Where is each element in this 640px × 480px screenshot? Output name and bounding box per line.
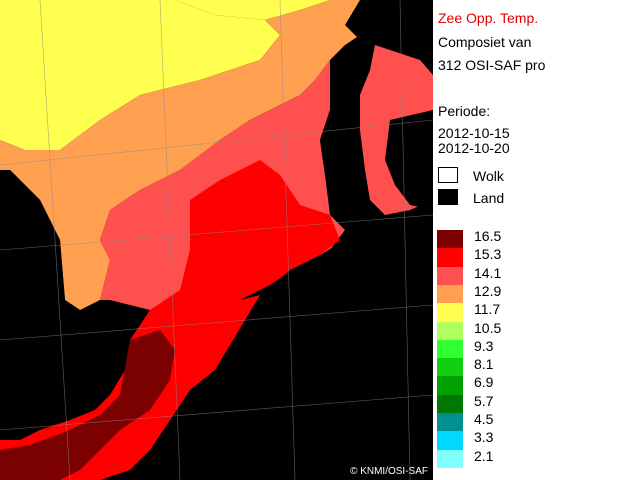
color-scale-cell bbox=[437, 358, 463, 377]
color-scale-label: 8.1 bbox=[474, 356, 494, 373]
color-scale-label: 16.5 bbox=[474, 228, 502, 244]
land-continent bbox=[150, 210, 433, 480]
color-scale bbox=[437, 230, 463, 469]
color-scale-cell bbox=[437, 248, 463, 268]
title-line-3: 312 OSI-SAF pro bbox=[438, 57, 546, 73]
land-denmark bbox=[320, 35, 375, 230]
color-scale-label: 9.3 bbox=[474, 337, 494, 354]
color-scale-cell bbox=[437, 303, 463, 323]
color-scale-cell bbox=[437, 339, 463, 359]
sst-zone-yellow bbox=[0, 0, 280, 150]
color-scale-label: 11.7 bbox=[474, 301, 501, 318]
color-scale-label: 4.5 bbox=[474, 411, 494, 428]
color-scale-label: 5.7 bbox=[474, 392, 494, 409]
sea-temperature-map bbox=[0, 0, 433, 480]
title-line-1: Zee Opp. Temp. bbox=[438, 10, 539, 26]
title-line-2: Composiet van bbox=[438, 34, 532, 50]
color-scale-cell bbox=[437, 376, 463, 396]
sst-zone-yellow-top bbox=[175, 0, 330, 20]
color-scale-label: 6.9 bbox=[474, 374, 494, 391]
color-scale-cell bbox=[437, 266, 463, 286]
color-scale-label: 12.9 bbox=[474, 282, 502, 299]
color-scale-cell bbox=[437, 431, 463, 451]
cloud-label: Wolk bbox=[473, 168, 504, 184]
legend-panel: Zee Opp. Temp. Composiet van 312 OSI-SAF… bbox=[433, 0, 640, 480]
color-scale-cell bbox=[437, 321, 463, 341]
land-swatch bbox=[438, 189, 458, 205]
graticule bbox=[0, 0, 433, 480]
land-label: Land bbox=[473, 190, 505, 206]
color-scale-label: 14.1 bbox=[474, 264, 502, 281]
cloud-swatch bbox=[438, 167, 458, 183]
sst-zone-red bbox=[0, 160, 340, 480]
color-scale-label: 10.5 bbox=[474, 319, 502, 336]
color-scale-label: 15.3 bbox=[474, 246, 502, 263]
color-scale-cell bbox=[437, 449, 463, 469]
land-danish-islands bbox=[385, 110, 433, 210]
sst-zone-darkred bbox=[0, 330, 175, 480]
color-scale-label: 3.3 bbox=[474, 429, 494, 446]
land-britain bbox=[0, 170, 125, 440]
copyright: © KNMI/OSI-SAF bbox=[350, 466, 428, 477]
color-scale-label: 2.1 bbox=[474, 447, 494, 464]
color-scale-cell bbox=[437, 394, 463, 414]
period-end: 2012-10-20 bbox=[438, 140, 510, 156]
period-label: Periode: bbox=[438, 103, 491, 119]
color-scale-cell bbox=[437, 413, 463, 432]
sst-zone-orange bbox=[0, 0, 430, 310]
color-scale-cell bbox=[437, 230, 463, 249]
period-start: 2012-10-15 bbox=[438, 125, 510, 141]
color-scale-cell bbox=[437, 284, 463, 304]
